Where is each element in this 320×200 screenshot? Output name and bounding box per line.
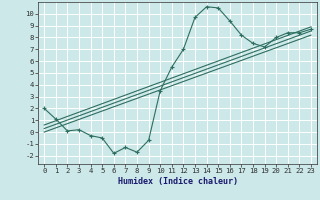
X-axis label: Humidex (Indice chaleur): Humidex (Indice chaleur) — [118, 177, 238, 186]
